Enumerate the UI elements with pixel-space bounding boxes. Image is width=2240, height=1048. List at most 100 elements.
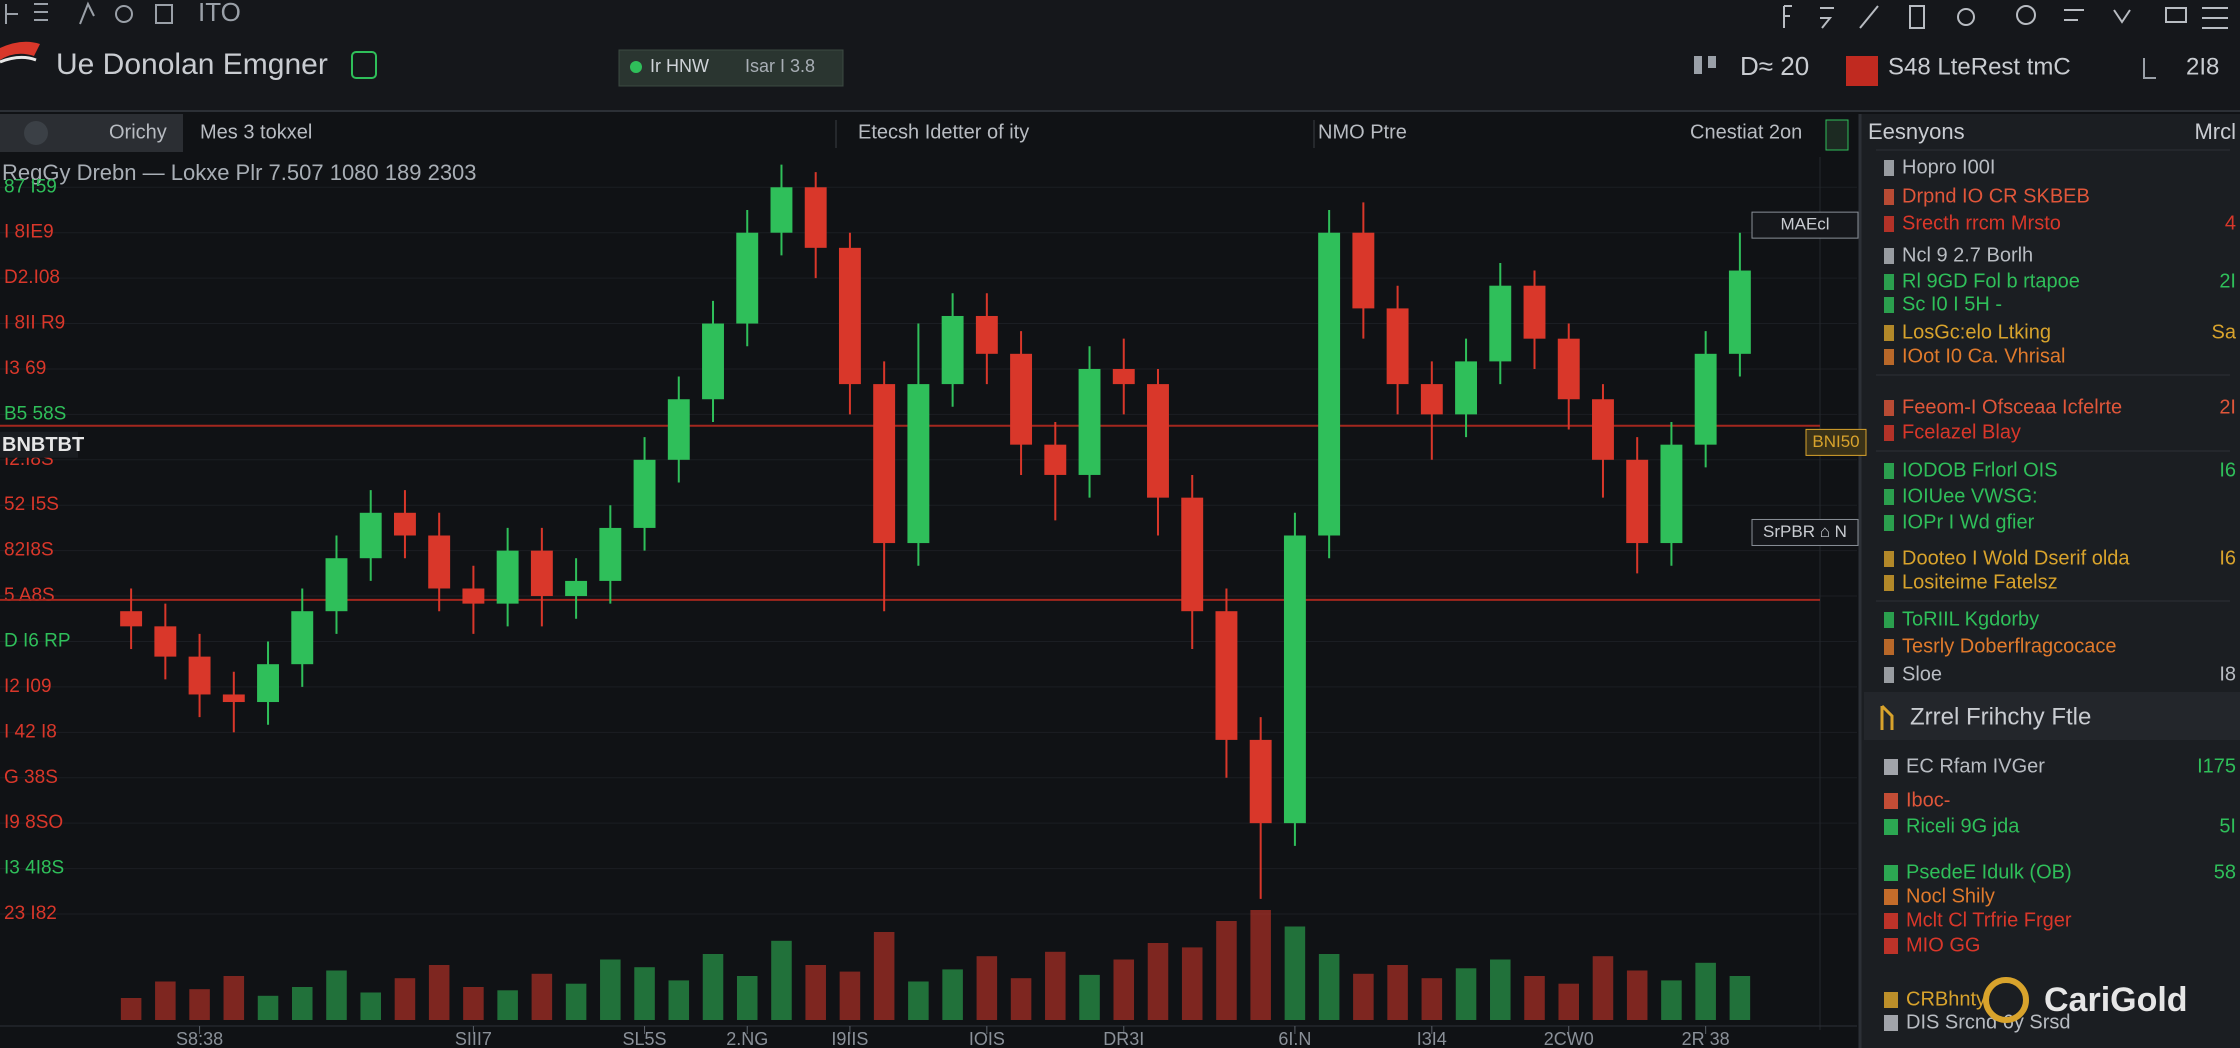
tab[interactable]: Orichy [109,121,167,143]
tab[interactable]: NMO Ptre [1318,121,1407,143]
watermark: CariGold [1983,977,2188,1023]
candle-body [941,315,964,385]
header-stat: D≈ 20 [1740,51,1809,81]
tab[interactable]: Cnestiat 2on [1690,121,1802,143]
panel-title: Eesnyons [1868,119,1965,144]
tool-icon [2165,7,2187,23]
panel-toggle[interactable] [1825,119,1849,151]
ticker-box[interactable] [618,49,844,87]
candle-body [257,664,279,703]
volume-bar [942,969,963,1020]
candle-body [462,588,485,604]
candle-body [359,512,382,559]
volume-bar [1010,978,1032,1020]
panel-row-value: 2I [2219,396,2236,418]
x-tick-label: 6I.N [1278,1029,1311,1048]
candle-body [222,694,245,703]
chart-legend: RegGy Drebn — Lokxe Plr 7.507 1080 189 2… [2,160,477,185]
candle-body [1694,353,1717,445]
y-tick-label: G 38S [4,767,58,788]
panel-row: MIO GG [1906,934,1980,956]
logo-shape [0,41,40,60]
candle-body [873,384,896,544]
toolbar-text: ITO [198,0,241,27]
right-toolbar-icons [1783,5,2228,29]
panel-row: Fcelazel Blay [1902,421,2021,443]
ticker-dot [630,61,642,73]
x-tick-label: 2CW0 [1544,1029,1594,1048]
x-tick-label: SIII7 [455,1029,492,1048]
chart: RegGy Drebn — Lokxe Plr 7.507 1080 189 2… [0,157,1867,1048]
candle-body [838,247,861,385]
candle-body [702,323,724,400]
panel-row: Sloe [1902,663,1942,685]
volume-bar [634,967,655,1020]
row-bullet [1884,865,1898,881]
panel-row: Riceli 9G jda [1906,815,2020,837]
candle-body [1386,308,1409,385]
x-tick-label: I9IIS [831,1029,868,1048]
candle-body [1215,611,1238,740]
volume-bar [189,989,210,1020]
y-tick-label: I3 69 [4,358,46,379]
side-panel [1860,114,2240,1048]
row-bullet [1884,667,1894,683]
price-line-label: BNBTBT [2,434,84,456]
panel-row-value: I6 [2219,547,2236,569]
panel-row: Lositeime Fatelsz [1902,571,2058,593]
y-tick-label: I 8IE9 [4,222,54,243]
candle-body [1626,459,1649,544]
volume-bar [1113,959,1135,1020]
x-tick-label: IOIS [969,1029,1005,1048]
logo-stroke [0,55,37,64]
row-bullet [1884,325,1894,341]
candle-body [667,399,690,460]
y-tick-label: I3 4I8S [4,858,64,879]
volume-bar [120,998,142,1020]
candle-body [1044,444,1067,475]
tab[interactable]: Mes 3 tokxel [200,121,312,143]
panel-row: Mclt Cl Trfrie Frger [1906,909,2072,931]
volume-bar [839,971,861,1020]
volume-bar [1387,965,1408,1020]
title-icon [351,51,377,79]
volume-bar [771,940,792,1020]
candle-body [1592,399,1614,460]
candle-body [428,535,451,589]
panel-section-bar [1864,692,2240,740]
volume-bar [326,970,347,1020]
volume-bar [1729,976,1751,1020]
panel-row: Tesrly Doberflragcocace [1902,635,2117,657]
panel-row: ToRIIL Kgdorby [1902,608,2039,630]
y-tick-label: I2 I09 [4,676,52,697]
row-bullet [1884,297,1894,313]
panel-row: IOPr I Wd gfier [1902,511,2035,533]
candle-body [188,656,211,695]
volume-bar [1045,951,1066,1020]
panel-rows: Hopro I00I Drpnd IO CR SKBEB Srecth rrcm M… [1876,156,2237,1033]
price-line-tag [0,431,78,458]
row-bullet [1884,349,1894,365]
candle-body [736,232,759,324]
tool-icon [2016,5,2036,25]
volume-bar [736,976,758,1020]
tool-icon [5,4,18,24]
volume-bar [1592,956,1614,1020]
candle-body [530,550,553,597]
candle-body [1420,384,1443,415]
app-title: Ue Donolan Emgner [56,48,328,81]
row-bullet [1884,1015,1898,1031]
panel-row-value: Sa [2212,321,2237,343]
tool-icon [155,4,173,24]
watermark-logo [1983,977,2029,1023]
tab[interactable]: Etecsh Idetter of ity [858,121,1029,143]
header-icon [1694,56,1716,74]
volume-bar [1181,947,1203,1020]
volume-bar [1318,954,1340,1020]
y-tick-label: 23 I82 [4,903,57,924]
app-logo [0,41,40,64]
volume-bar [600,959,621,1020]
tool-icon [115,5,133,23]
panel-row-value: I8 [2219,663,2236,685]
